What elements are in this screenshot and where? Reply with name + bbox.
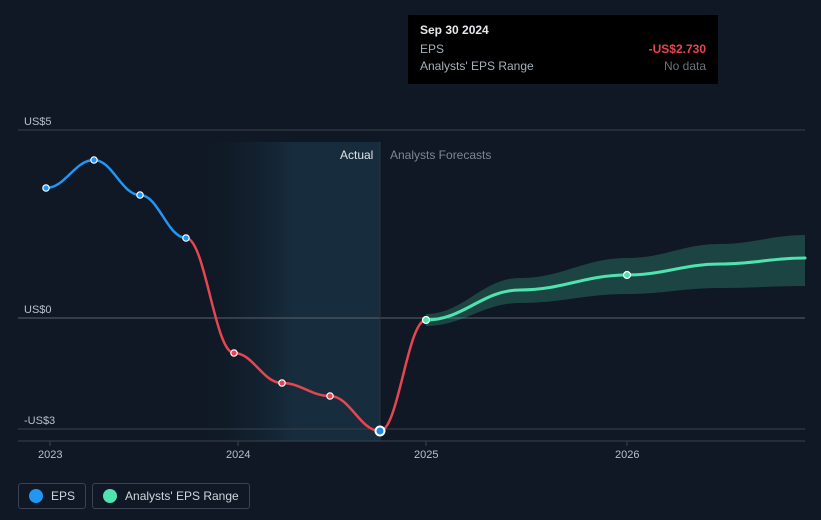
x-axis-label: 2025 <box>414 449 438 461</box>
x-axis-label: 2023 <box>38 449 62 461</box>
tooltip-row-value: No data <box>664 58 706 75</box>
legend-label: EPS <box>51 489 75 503</box>
legend-swatch <box>29 489 43 503</box>
tooltip-date: Sep 30 2024 <box>420 23 706 37</box>
section-label-forecasts: Analysts Forecasts <box>390 148 491 162</box>
legend-item-range[interactable]: Analysts' EPS Range <box>92 483 250 509</box>
legend-item-eps[interactable]: EPS <box>18 483 86 509</box>
eps-chart: US$5 US$0 -US$3 2023 2024 2025 2026 Actual An… <box>0 0 821 520</box>
legend-swatch <box>103 489 117 503</box>
y-axis-label: US$5 <box>24 116 52 128</box>
legend-label: Analysts' EPS Range <box>125 489 239 503</box>
section-label-actual: Actual <box>340 148 373 162</box>
tooltip-row-label: Analysts' EPS Range <box>420 58 534 75</box>
chart-legend: EPS Analysts' EPS Range <box>18 483 250 509</box>
tooltip-row: EPS -US$2.730 <box>420 41 706 58</box>
tooltip-row-value: -US$2.730 <box>649 41 706 58</box>
x-axis-label: 2026 <box>615 449 639 461</box>
tooltip-row: Analysts' EPS Range No data <box>420 58 706 75</box>
chart-tooltip: Sep 30 2024 EPS-US$2.730Analysts' EPS Ra… <box>408 15 718 84</box>
tooltip-row-label: EPS <box>420 41 444 58</box>
x-axis-label: 2024 <box>226 449 250 461</box>
y-axis-label: US$0 <box>24 304 52 316</box>
y-axis-label: -US$3 <box>24 415 55 427</box>
